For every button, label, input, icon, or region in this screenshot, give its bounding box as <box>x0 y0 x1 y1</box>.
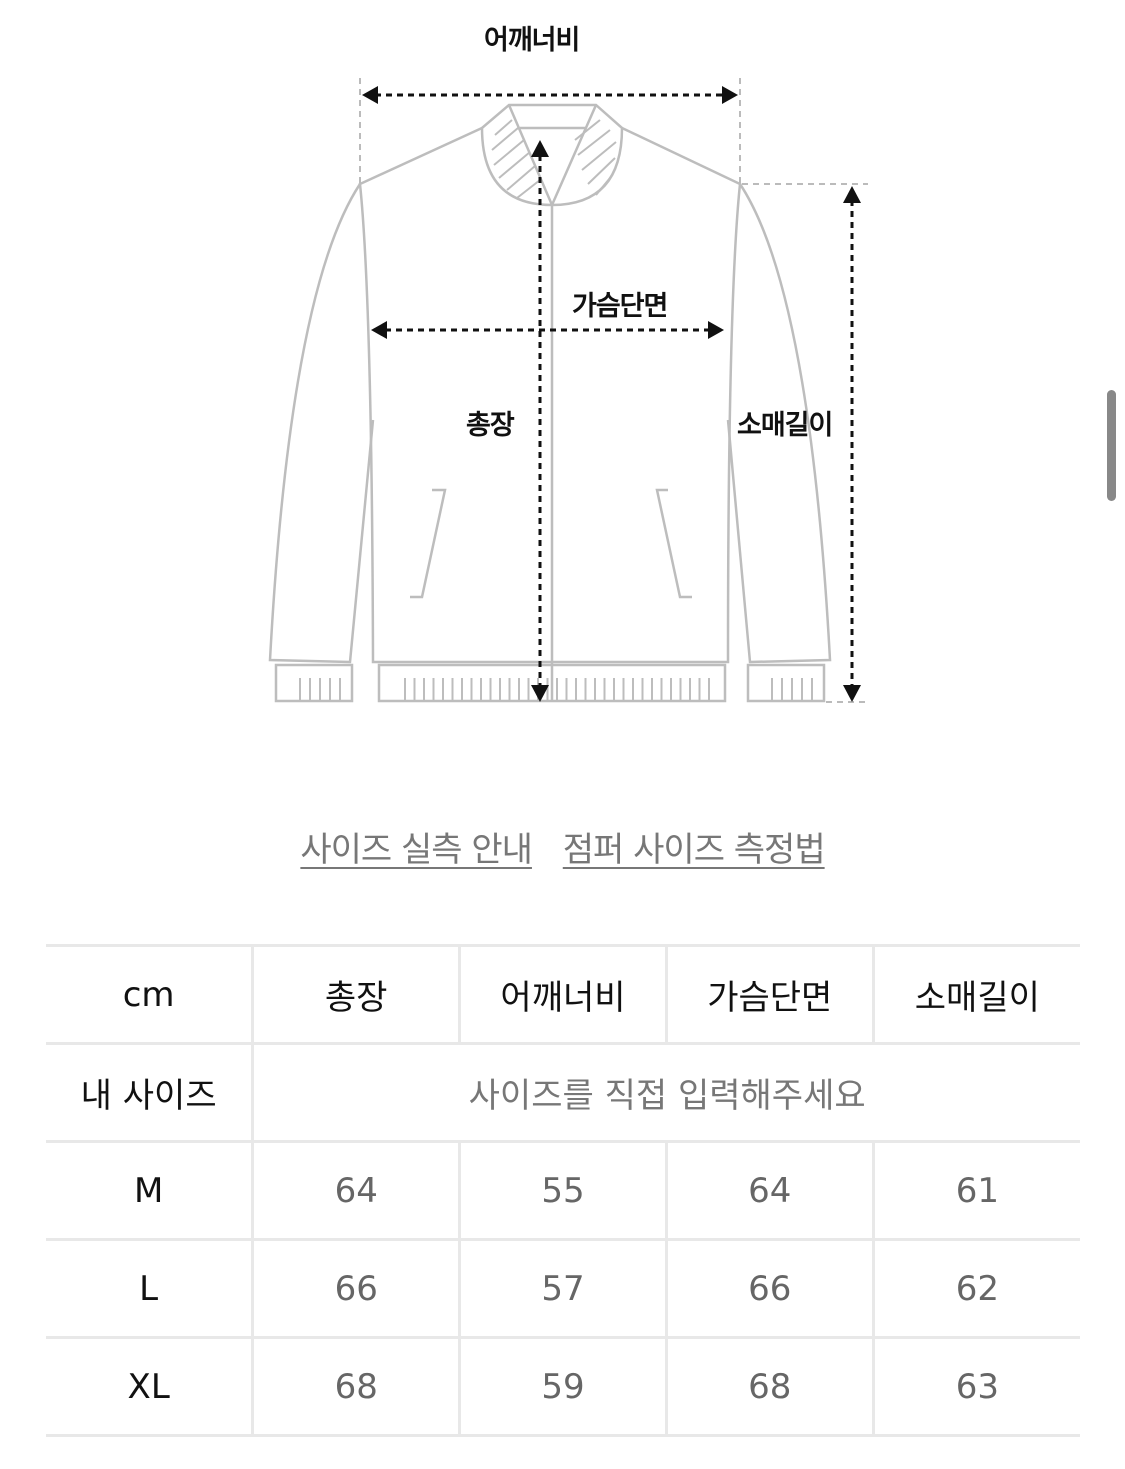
guide-lines <box>359 78 868 703</box>
table-cell: 64 <box>664 1140 875 1241</box>
size-label: L <box>46 1238 255 1339</box>
collar-hatching <box>491 119 617 199</box>
jumper-measuring-method-link[interactable]: 점퍼 사이즈 측정법 <box>562 830 826 870</box>
shoulder-width-label: 어깨너비 <box>484 25 580 56</box>
size-guide-links: 사이즈 실측 안내 점퍼 사이즈 측정법 <box>0 822 1125 871</box>
table-row: XL 68 59 68 63 <box>46 1336 1080 1437</box>
column-header: 어깨너비 <box>458 944 668 1045</box>
table-cell: 68 <box>664 1336 875 1437</box>
jacket-outline <box>268 103 832 703</box>
table-cell: 63 <box>871 1336 1080 1437</box>
size-label: XL <box>46 1336 255 1437</box>
column-header: 소매길이 <box>871 944 1080 1045</box>
size-table: cm 총장 어깨너비 가슴단면 소매길이 내 사이즈 사이즈를 직접 입력해주세… <box>46 944 1080 1437</box>
column-header: 가슴단면 <box>664 944 875 1045</box>
table-cell: 61 <box>871 1140 1080 1241</box>
table-row: L 66 57 66 62 <box>46 1238 1080 1339</box>
sleeve-length-label: 소매길이 <box>737 410 833 441</box>
hem-ribbing <box>299 678 813 700</box>
table-cell: 57 <box>458 1238 668 1339</box>
table-cell: 66 <box>664 1238 875 1339</box>
my-size-label: 내 사이즈 <box>46 1042 255 1143</box>
table-cell: 59 <box>458 1336 668 1437</box>
table-cell: 55 <box>458 1140 668 1241</box>
my-size-row: 내 사이즈 사이즈를 직접 입력해주세요 <box>46 1042 1080 1143</box>
measurement-arrows <box>375 93 854 690</box>
table-cell: 62 <box>871 1238 1080 1339</box>
ribbing-lines <box>299 678 813 700</box>
scrollbar[interactable] <box>1107 390 1116 501</box>
jacket-measurement-diagram <box>268 78 868 703</box>
column-header: 총장 <box>251 944 462 1045</box>
table-cell: 68 <box>251 1336 462 1437</box>
table-row: M 64 55 64 61 <box>46 1140 1080 1241</box>
size-measurement-guide-link[interactable]: 사이즈 실측 안내 <box>300 830 533 870</box>
table-cell: 66 <box>251 1238 462 1339</box>
unit-header: cm <box>46 944 255 1045</box>
table-header-row: cm 총장 어깨너비 가슴단면 소매길이 <box>46 944 1080 1045</box>
arrowheads <box>362 86 861 702</box>
chest-width-label: 가슴단면 <box>572 291 668 322</box>
total-length-label: 총장 <box>466 410 515 441</box>
table-cell: 64 <box>251 1140 462 1241</box>
my-size-input[interactable]: 사이즈를 직접 입력해주세요 <box>251 1042 1080 1143</box>
size-label: M <box>46 1140 255 1241</box>
